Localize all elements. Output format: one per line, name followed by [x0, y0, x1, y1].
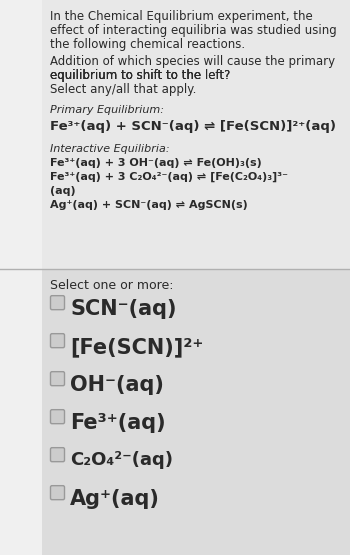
Text: (aq): (aq) [50, 186, 76, 196]
Bar [0, 0, 350, 269]
Text: Interactive Equilibria:: Interactive Equilibria: [50, 144, 170, 154]
Text: Addition of which species will cause the primary: Addition of which species will cause the… [50, 55, 335, 68]
FancyBboxPatch shape [50, 296, 64, 310]
FancyBboxPatch shape [50, 410, 64, 423]
FancyBboxPatch shape [50, 334, 64, 347]
Text: Fe³⁺(aq) + SCN⁻(aq) ⇌ [Fe(SCN)]²⁺(aq): Fe³⁺(aq) + SCN⁻(aq) ⇌ [Fe(SCN)]²⁺(aq) [50, 120, 336, 133]
Text: In the Chemical Equilibrium experiment, the: In the Chemical Equilibrium experiment, … [50, 10, 313, 23]
Text: SCN⁻(aq): SCN⁻(aq) [70, 299, 176, 319]
Text: C₂O₄²⁻(aq): C₂O₄²⁻(aq) [70, 451, 173, 469]
Text: effect of interacting equilibria was studied using: effect of interacting equilibria was stu… [50, 24, 337, 37]
Text: the following chemical reactions.: the following chemical reactions. [50, 38, 245, 51]
Text: OH⁻(aq): OH⁻(aq) [70, 375, 164, 395]
Text: equilibrium to shift to the left?: equilibrium to shift to the left? [50, 69, 230, 82]
Text: Fe³⁺(aq): Fe³⁺(aq) [70, 413, 166, 433]
Text: equilibrium to shift to the left?: equilibrium to shift to the left? [50, 69, 230, 82]
Text: Ag⁺(aq): Ag⁺(aq) [70, 489, 160, 509]
Bar [0, 269, 350, 555]
Text: Select any/all that apply.: Select any/all that apply. [50, 83, 196, 96]
FancyBboxPatch shape [50, 486, 64, 500]
Text: equilibrium to shift to the: equilibrium to shift to the [50, 69, 205, 82]
Bar [0, 0, 42, 555]
Text: [Fe(SCN)]²⁺: [Fe(SCN)]²⁺ [70, 337, 203, 357]
Text: Select one or more:: Select one or more: [50, 279, 174, 292]
Text: Ag⁺(aq) + SCN⁻(aq) ⇌ AgSCN(s): Ag⁺(aq) + SCN⁻(aq) ⇌ AgSCN(s) [50, 200, 248, 210]
Text: Fe³⁺(aq) + 3 OH⁻(aq) ⇌ Fe(OH)₃(s): Fe³⁺(aq) + 3 OH⁻(aq) ⇌ Fe(OH)₃(s) [50, 158, 262, 168]
FancyBboxPatch shape [50, 448, 64, 462]
FancyBboxPatch shape [50, 372, 64, 386]
Text: Fe³⁺(aq) + 3 C₂O₄²⁻(aq) ⇌ [Fe(C₂O₄)₃]³⁻: Fe³⁺(aq) + 3 C₂O₄²⁻(aq) ⇌ [Fe(C₂O₄)₃]³⁻ [50, 172, 288, 182]
Text: Primary Equilibrium:: Primary Equilibrium: [50, 105, 164, 115]
